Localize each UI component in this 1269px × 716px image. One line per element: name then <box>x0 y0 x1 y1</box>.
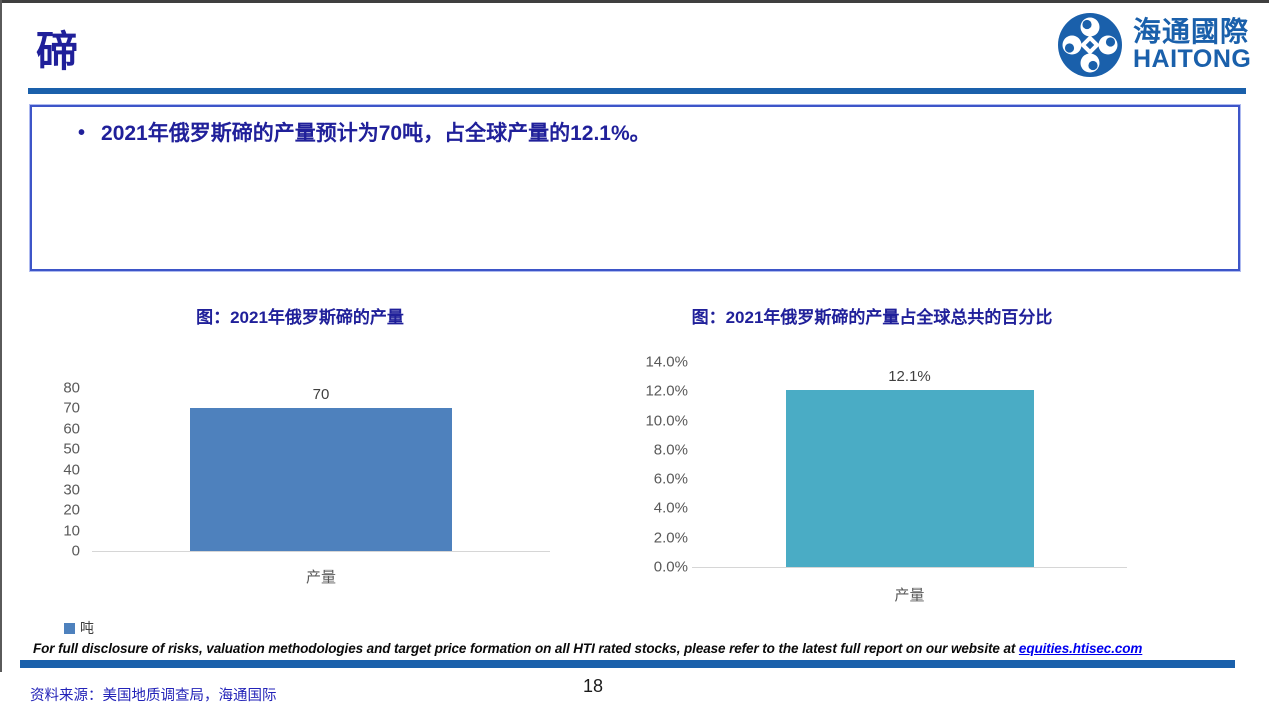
y-tick-label: 0.0% <box>653 558 688 576</box>
legend-swatch <box>64 622 75 634</box>
footer-divider <box>20 660 1235 668</box>
chart-title: 图：2021年俄罗斯碲的产量占全球总共的百分比 <box>691 308 1053 327</box>
disclaimer-text: For full disclosure of risks, valuation … <box>33 641 1019 656</box>
haitong-logo-icon <box>1058 13 1122 77</box>
y-tick-label: 0 <box>71 542 80 560</box>
source-note: 资料来源：美国地质调查局，海通国际 <box>30 688 277 704</box>
y-tick-label: 80 <box>63 379 80 397</box>
bullet-text: 2021年俄罗斯碲的产量预计为70吨，占全球产量的12.1%。 <box>101 122 651 145</box>
haitong-logo: 海通國際 HAITONG <box>1056 11 1251 79</box>
y-tick-label: 10 <box>63 522 80 540</box>
logo-text-en: HAITONG <box>1133 44 1252 73</box>
logo-wordmark: 海通國際 HAITONG <box>1133 15 1252 73</box>
bar-value-label: 70 <box>312 386 330 404</box>
y-tick-label: 50 <box>63 440 80 458</box>
page-title: 碲 <box>36 28 79 75</box>
y-tick-label: 10.0% <box>645 412 688 430</box>
bullet-item: • 2021年俄罗斯碲的产量预计为70吨，占全球产量的12.1%。 <box>32 107 1238 147</box>
chart-title: 图：2021年俄罗斯碲的产量 <box>196 308 404 327</box>
x-axis-category-label: 产量 <box>305 569 336 586</box>
legend-label: 吨 <box>80 620 94 636</box>
global-share-chart: 图：2021年俄罗斯碲的产量占全球总共的百分比 14.0% 12.0% 10.0% 8… <box>612 300 1132 645</box>
y-tick-label: 4.0% <box>653 499 688 517</box>
y-axis-ticks: 14.0% 12.0% 10.0% 8.0% 6.0% 4.0% 2.0% 0.0% <box>612 354 688 576</box>
y-tick-label: 14.0% <box>645 353 688 371</box>
bar-column: 70 <box>190 386 452 551</box>
plot-area: 12.1% <box>692 362 1127 568</box>
disclaimer-link[interactable]: equities.htisec.com <box>1018 641 1143 656</box>
window-frame-top <box>0 0 1269 3</box>
page-number: 18 <box>582 676 604 696</box>
plot-area: 70 <box>92 386 550 552</box>
disclaimer: For full disclosure of risks, valuation … <box>33 641 1248 656</box>
y-tick-label: 70 <box>63 399 80 417</box>
chart-legend: 吨 <box>64 618 94 638</box>
y-tick-label: 60 <box>63 420 80 438</box>
bar <box>190 408 452 551</box>
bar <box>785 389 1034 567</box>
y-tick-label: 2.0% <box>653 529 688 547</box>
y-tick-label: 30 <box>63 481 80 499</box>
header-divider <box>28 88 1246 94</box>
bar-value-label: 12.1% <box>888 367 931 385</box>
bullet-icon: • <box>78 122 86 144</box>
bar-column: 12.1% <box>785 362 1034 567</box>
y-tick-label: 20 <box>63 501 80 519</box>
y-tick-label: 12.0% <box>645 382 688 400</box>
y-tick-label: 40 <box>63 461 80 478</box>
y-axis-ticks: 80 70 60 50 40 30 20 10 0 <box>40 380 80 560</box>
production-volume-chart: 图：2021年俄罗斯碲的产量 80 70 60 50 40 30 20 10 0 70 产量 吨 <box>40 300 560 645</box>
y-tick-label: 6.0% <box>653 470 688 488</box>
y-tick-label: 8.0% <box>653 441 688 459</box>
summary-box: • 2021年俄罗斯碲的产量预计为70吨，占全球产量的12.1%。 <box>30 105 1240 271</box>
logo-text-cn: 海通國際 <box>1133 15 1250 47</box>
window-frame-left <box>0 0 2 672</box>
x-axis-category-label: 产量 <box>894 587 925 604</box>
